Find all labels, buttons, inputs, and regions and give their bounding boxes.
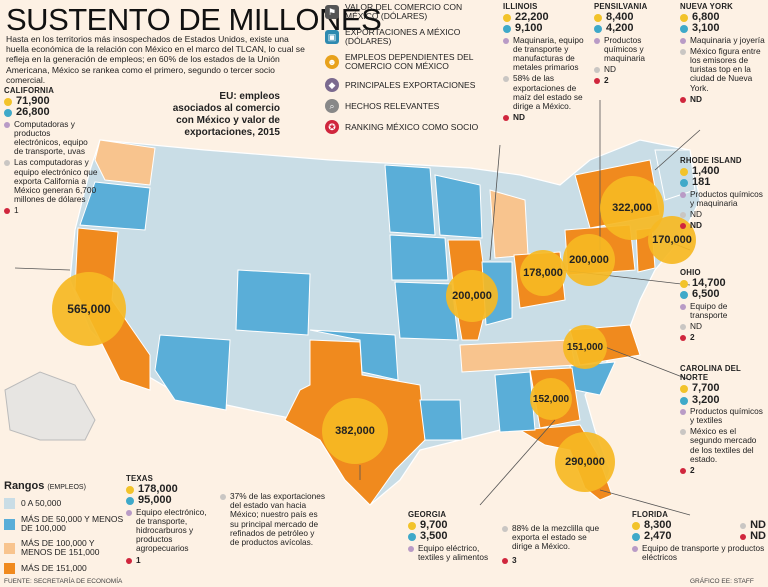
credit-note: GRÁFICO EE: STAFF: [690, 578, 754, 585]
legend-ranking: ✪ RANKING MÉXICO COMO SOCIO: [325, 120, 495, 134]
legend-trade: ⚑ VALOR DEL COMERCIO CON MÉXICO (DÓLARES…: [325, 3, 495, 21]
bubble-newyork: 322,000: [600, 176, 664, 240]
bubble-georgia: 152,000: [530, 378, 572, 420]
state-oregon: [79, 181, 151, 231]
state-maine: [654, 149, 696, 201]
intro-text: Hasta en los territorios más insospechad…: [6, 34, 305, 85]
state-block-california: CALIFORNIA 71,900 26,800 Computadoras y …: [4, 86, 98, 216]
state-block-georgia: GEORGIA 9,700 3,500 Equipo eléctrico, te…: [408, 510, 489, 562]
state-louisiana: [419, 399, 463, 441]
state-block-florida: FLORIDA 8,300 ND 2,470 ND Equipo de tran…: [632, 510, 766, 562]
state-washington: [94, 139, 156, 186]
legend-products: ◆ PRINCIPALES EXPORTACIONES: [325, 78, 495, 92]
legend-exports: ▣ EXPORTACIONES A MÉXICO (DÓLARES): [325, 28, 495, 46]
state-block-illinois: ILLINOIS 22,200 9,100 Maquinaria, equipo…: [503, 2, 584, 123]
bubble-texas: 382,000: [322, 398, 388, 464]
bubble-northcarolina: 151,000: [563, 325, 607, 369]
state-wisconsin: [434, 174, 483, 239]
state-block-nuevayork: NUEVA YORK 6,800 3,100 Maquinaria y joye…: [680, 2, 765, 104]
state-block-ohio: OHIO 14,700 6,500 Equipo de transporte N…: [680, 268, 728, 343]
state-colorado: [235, 269, 311, 336]
export-icon: ▣: [325, 30, 339, 44]
state-iowa: [389, 234, 449, 281]
legend-jobs: ☻ EMPLEOS DEPENDIENTES DEL COMERCIO CON …: [325, 53, 495, 71]
workers-icon: ☻: [325, 55, 339, 69]
legend-facts: ⌕ HECHOS RELEVANTES: [325, 99, 495, 113]
georgia-fact: 88% de la mezclilla que exporta el estad…: [502, 522, 602, 565]
product-icon: ◆: [325, 78, 339, 92]
state-missouri: [394, 281, 459, 341]
page-title: SUSTENTO DE MILLONES: [6, 2, 382, 37]
state-block-texas: TEXAS 178,000 95,000 Equipo electrónico,…: [126, 474, 207, 565]
state-block-rhodeisland: RHODE ISLAND 1,400 181 Productos químico…: [680, 156, 763, 231]
bubble-pennsylvania: 200,000: [563, 234, 615, 286]
bubble-ohio: 178,000: [520, 250, 566, 296]
bubble-newjersey: 170,000: [648, 216, 696, 264]
state-oklahoma: [309, 329, 399, 381]
bubble-illinois: 200,000: [446, 270, 498, 322]
state-alabama: [494, 371, 536, 433]
source-note: FUENTE: SECRETARÍA DE ECONOMÍA: [4, 578, 123, 585]
map-title: EU: empleos asociados al comercio con Mé…: [172, 91, 280, 138]
magnifier-icon: ⌕: [325, 99, 339, 113]
bubble-california: 565,000: [52, 272, 126, 346]
state-block-pensilvania: PENSILVANIA 8,400 4,200 Productos químic…: [594, 2, 648, 86]
bubble-florida: 290,000: [555, 432, 615, 492]
flag-icon: ⚑: [325, 5, 339, 19]
rangos-legend: Rangos (EMPLEOS) 0 A 50,000 MÁS DE 50,00…: [4, 480, 124, 574]
texas-fact: 37% de las exportaciones del estado van …: [220, 490, 325, 547]
state-block-carolina: CAROLINA DEL NORTE 7,700 3,200 Productos…: [680, 364, 763, 476]
medal-icon: ✪: [325, 120, 339, 134]
state-michigan: [489, 189, 529, 259]
icon-legend: ⚑ VALOR DEL COMERCIO CON MÉXICO (DÓLARES…: [325, 3, 495, 134]
alaska-inset: [4, 371, 96, 441]
state-arizona: [154, 334, 231, 411]
state-minnesota: [384, 164, 436, 236]
